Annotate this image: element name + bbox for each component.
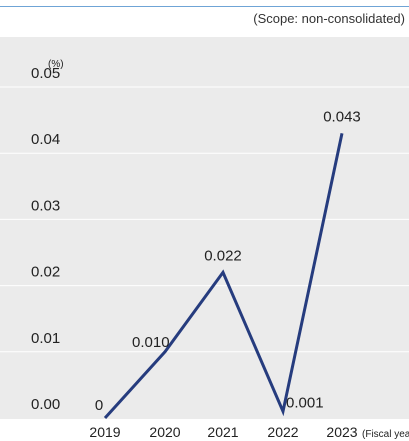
x-tick-label: 2019 bbox=[89, 424, 120, 440]
y-axis-unit: (%) bbox=[48, 59, 64, 70]
top-divider bbox=[0, 6, 409, 7]
x-tick-label: 2023 bbox=[326, 424, 357, 440]
y-tick-label: 0.04 bbox=[31, 131, 60, 148]
chart-panel: 0.00 0.01 0.02 0.03 0.04 0.05 (%) 0 0.010 0.022 0.… bbox=[0, 37, 409, 440]
data-label: 0.043 bbox=[323, 108, 361, 125]
data-label: 0.022 bbox=[204, 247, 242, 264]
y-tick-label: 0.02 bbox=[31, 264, 60, 281]
data-label: 0.010 bbox=[132, 334, 170, 351]
y-tick-label: 0.00 bbox=[31, 396, 60, 413]
x-tick-label: 2021 bbox=[207, 424, 238, 440]
x-tick-label: 2022 bbox=[267, 424, 298, 440]
x-tick-label: 2020 bbox=[149, 424, 180, 440]
y-tick-label: 0.01 bbox=[31, 330, 60, 347]
line-chart: 0.00 0.01 0.02 0.03 0.04 0.05(%) 0 0.010 0.022 0.… bbox=[0, 59, 409, 440]
x-axis-unit: (Fiscal year) bbox=[362, 429, 409, 440]
y-tick-label: 0.05 bbox=[31, 65, 60, 82]
data-label: 0 bbox=[95, 397, 103, 414]
series-line bbox=[103, 133, 344, 420]
scope-note: (Scope: non-consolidated) bbox=[253, 11, 405, 26]
y-tick-label: 0.03 bbox=[31, 197, 60, 214]
data-label: 0.001 bbox=[286, 394, 324, 411]
